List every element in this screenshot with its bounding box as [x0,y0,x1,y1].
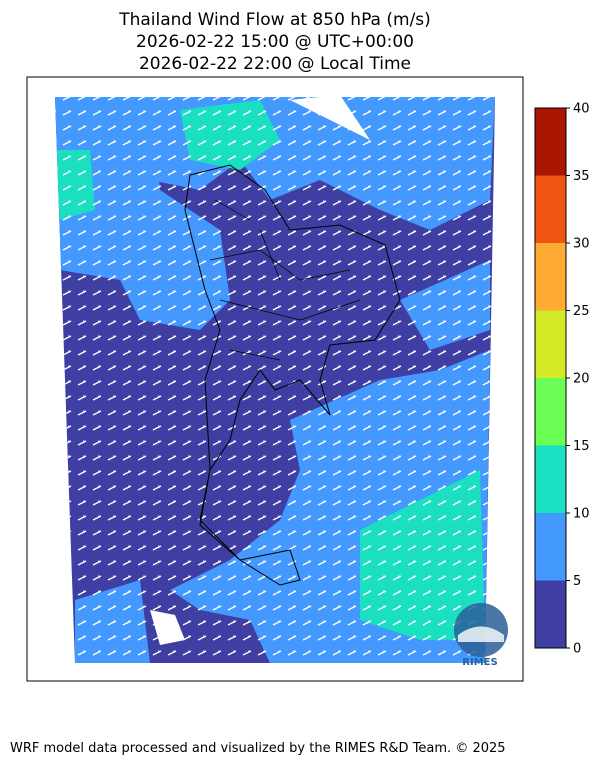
colorbar-segment [535,513,566,581]
country-border [184,164,401,586]
colorbar-tick-label: 40 [573,102,590,117]
logo: RIMES [454,603,508,668]
title: 2026-02-22 15:00 @ UTC+00:00 [136,32,414,52]
province-borders [209,199,361,361]
colorbar-tick-label: 5 [573,574,581,589]
colorbar-tick-label: 0 [573,642,581,657]
colorbar-segment [535,243,566,311]
colorbar: 0 5 10 15 20 25 30 35 40 [534,102,590,657]
colorbar-tick-label: 25 [573,304,590,319]
title: Thailand Wind Flow at 850 hPa (m/s) [118,10,431,30]
title: 2026-02-22 22:00 @ Local Time [139,54,411,74]
wind-field [55,97,495,663]
colorbar-tick-label: 20 [573,372,590,387]
colorbar-segment [535,175,566,243]
colorbar-tick-label: 15 [573,439,590,454]
colorbar-segment [535,108,566,176]
colorbar-tick-label: 10 [573,507,590,522]
colorbar-tick-label: 30 [573,237,590,252]
wind-arrows [55,97,495,663]
colorbar-segment [535,580,566,648]
footer: WRF model data processed and visualized … [10,741,506,756]
logo-text: RIMES [462,657,497,668]
colorbar-segment [535,310,566,378]
colorbar-segment [535,445,566,513]
colorbar-segment [535,378,566,446]
colorbar-tick-label: 35 [573,169,590,184]
